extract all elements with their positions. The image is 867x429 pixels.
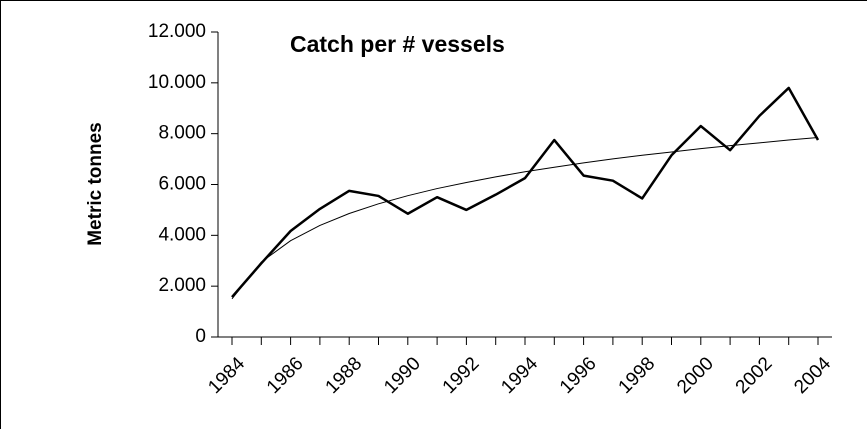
chart-title: Catch per # vessels — [290, 31, 505, 57]
y-tick-label: 2.000 — [158, 275, 206, 296]
y-tick-label: 0 — [195, 326, 206, 347]
y-tick-label: 12.000 — [148, 21, 206, 42]
y-axis-label: Metric tonnes — [85, 122, 106, 246]
y-tick-label: 10.000 — [148, 72, 206, 93]
trend-line — [231, 136, 819, 300]
y-tick-label: 8.000 — [158, 123, 206, 144]
y-tick-label: 6.000 — [158, 174, 206, 195]
y-tick-label: 4.000 — [158, 224, 206, 245]
data-line — [231, 86, 820, 298]
